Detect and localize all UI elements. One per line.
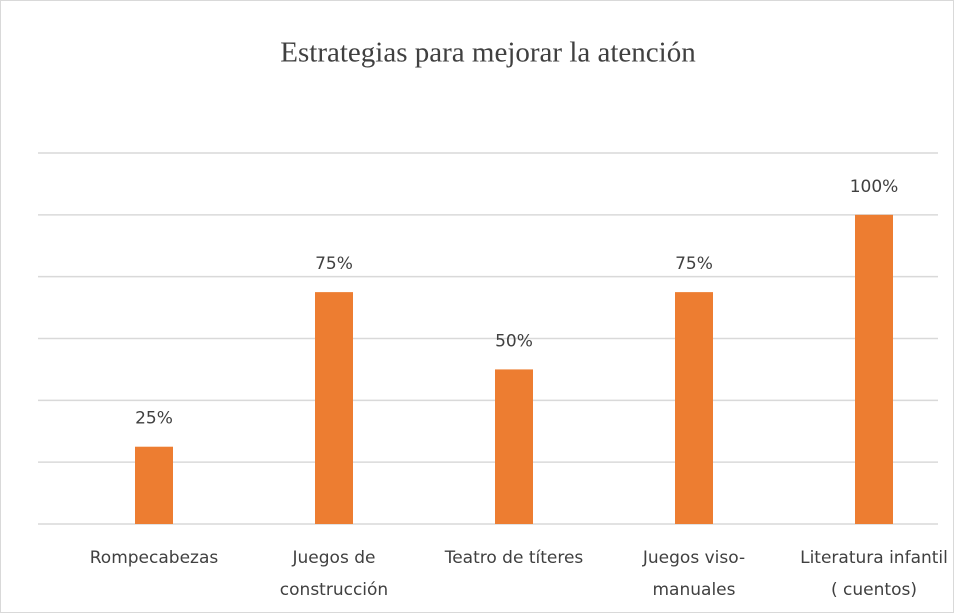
bar [315,292,353,524]
chart-title: Estrategias para mejorar la atención [280,37,696,69]
x-tick-label: Juegos de construcción [279,548,389,600]
bar [855,214,893,525]
x-tick-label: Rompecabezas [89,548,219,568]
bar [675,292,713,524]
bar [135,446,173,524]
bar [495,369,533,524]
x-tick-label: Literatura infantil ( cuentos) [800,548,948,600]
x-tick-label: Juegos viso- manuales [642,548,746,600]
data-label: 100% [850,177,899,197]
data-label: 75% [675,254,713,274]
data-label: 25% [135,409,173,429]
data-label: 75% [315,254,353,274]
data-label: 50% [495,331,533,351]
x-tick-label: Teatro de títeres [444,548,584,568]
